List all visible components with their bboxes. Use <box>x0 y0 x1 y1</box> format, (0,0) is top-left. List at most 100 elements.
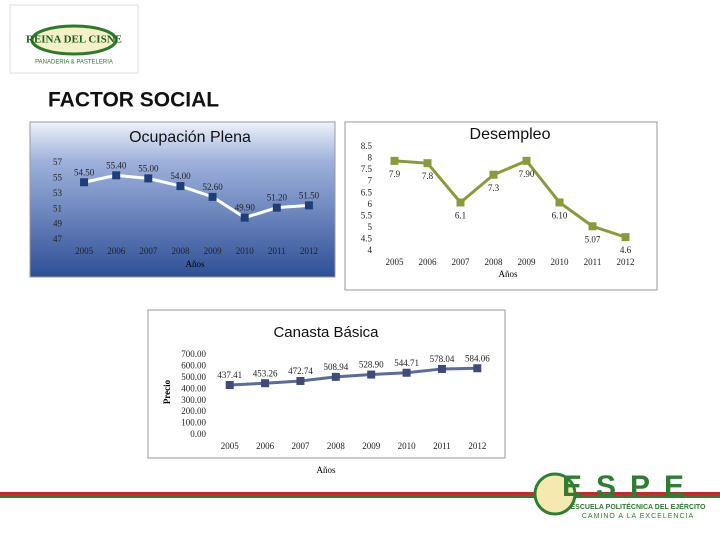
data-label: 508.94 <box>323 362 348 372</box>
x-tick-label: 2011 <box>433 441 451 451</box>
y-tick-label: 500.00 <box>181 372 206 382</box>
data-label: 54.50 <box>74 167 95 177</box>
espe-motto: CAMINO A LA EXCELENCIA <box>582 513 694 520</box>
y-tick-label: 55 <box>53 172 63 182</box>
y-tick-label: 47 <box>53 234 63 244</box>
data-line <box>83 173 310 220</box>
x-tick-label: 2012 <box>617 257 635 267</box>
data-line <box>394 159 626 239</box>
data-marker <box>437 364 446 373</box>
x-axis-label: Años <box>316 465 335 475</box>
data-marker <box>402 368 411 377</box>
data-marker <box>261 379 270 388</box>
y-tick-label: 8 <box>368 153 373 163</box>
espe-emblem <box>533 472 577 516</box>
y-tick-label: 100.00 <box>181 418 206 428</box>
x-tick-label: 2010 <box>551 257 570 267</box>
data-label: 7.3 <box>488 183 500 193</box>
logo-name: REINA DEL CISNE <box>26 34 122 46</box>
x-axis-label: Años <box>498 269 517 279</box>
data-marker <box>390 156 399 165</box>
y-tick-label: 6.5 <box>361 187 373 197</box>
chart-frame <box>29 121 336 278</box>
y-axis-label: Precio <box>162 379 172 404</box>
y-tick-label: 400.00 <box>181 383 206 393</box>
y-tick-label: 57 <box>53 157 63 167</box>
x-tick-label: 2008 <box>485 257 504 267</box>
y-tick-label: 53 <box>53 188 63 198</box>
data-marker <box>225 381 234 390</box>
data-label: 55.40 <box>106 160 127 170</box>
logo-tagline: PANADERIA & PASTELERIA <box>35 60 113 66</box>
x-axis-label: Años <box>185 259 204 269</box>
x-tick-label: 2006 <box>107 246 126 256</box>
data-label: 6.1 <box>455 211 466 221</box>
data-marker <box>423 159 432 168</box>
chart-title: Canasta Básica <box>273 324 379 341</box>
y-tick-label: 700.00 <box>181 349 206 359</box>
data-label: 6.10 <box>552 211 568 221</box>
x-tick-label: 2012 <box>468 441 486 451</box>
data-line <box>229 366 478 387</box>
y-tick-label: 6 <box>368 199 373 209</box>
data-label: 472.74 <box>288 366 313 376</box>
data-label: 49.90 <box>235 203 256 213</box>
data-marker <box>588 222 597 231</box>
data-marker <box>473 364 482 373</box>
data-label: 54.00 <box>170 171 191 181</box>
data-label: 528.90 <box>359 360 384 370</box>
data-label: 52.60 <box>202 182 223 192</box>
chart-title: Desempleo <box>470 126 551 143</box>
y-tick-label: 4 <box>368 245 373 255</box>
espe-name: ESPE <box>562 470 698 503</box>
logo-badge <box>30 24 118 56</box>
y-tick-label: 0.00 <box>190 429 206 439</box>
y-tick-label: 600.00 <box>181 360 206 370</box>
x-tick-label: 2007 <box>452 257 471 267</box>
x-tick-label: 2010 <box>236 246 255 256</box>
x-tick-label: 2009 <box>518 257 537 267</box>
x-tick-label: 2009 <box>362 441 381 451</box>
y-tick-label: 300.00 <box>181 395 206 405</box>
data-label: 4.6 <box>620 245 632 255</box>
y-tick-label: 7 <box>368 176 373 186</box>
data-label: 51.20 <box>267 193 288 203</box>
x-tick-label: 2005 <box>75 246 94 256</box>
x-tick-label: 2007 <box>291 441 310 451</box>
data-marker <box>80 178 89 187</box>
data-label: 7.90 <box>519 169 535 179</box>
data-marker <box>621 233 630 242</box>
data-marker <box>555 198 564 207</box>
x-tick-label: 2008 <box>171 246 190 256</box>
y-tick-label: 51 <box>53 203 62 213</box>
y-tick-label: 200.00 <box>181 406 206 416</box>
data-label: 55.00 <box>138 163 159 173</box>
y-tick-label: 49 <box>53 219 63 229</box>
x-tick-label: 2012 <box>300 246 318 256</box>
data-label: 7.9 <box>389 169 401 179</box>
x-tick-label: 2006 <box>419 257 438 267</box>
data-label: 544.71 <box>394 358 419 368</box>
chart-frame <box>147 309 506 459</box>
x-tick-label: 2008 <box>327 441 346 451</box>
chart-frame <box>344 121 658 291</box>
data-marker <box>331 372 340 381</box>
data-label: 437.41 <box>217 370 242 380</box>
data-marker <box>456 198 465 207</box>
y-tick-label: 8.5 <box>361 141 373 151</box>
data-label: 453.26 <box>253 368 278 378</box>
x-tick-label: 2005 <box>386 257 405 267</box>
data-label: 5.07 <box>585 234 601 244</box>
data-label: 7.8 <box>422 171 434 181</box>
data-label: 584.06 <box>465 353 490 363</box>
data-marker <box>112 171 121 180</box>
data-marker <box>240 213 249 222</box>
data-label: 578.04 <box>430 354 455 364</box>
x-tick-label: 2011 <box>268 246 286 256</box>
footer-line <box>0 495 720 498</box>
data-marker <box>176 182 185 191</box>
x-tick-label: 2009 <box>204 246 223 256</box>
x-tick-label: 2010 <box>398 441 417 451</box>
data-marker <box>489 170 498 179</box>
